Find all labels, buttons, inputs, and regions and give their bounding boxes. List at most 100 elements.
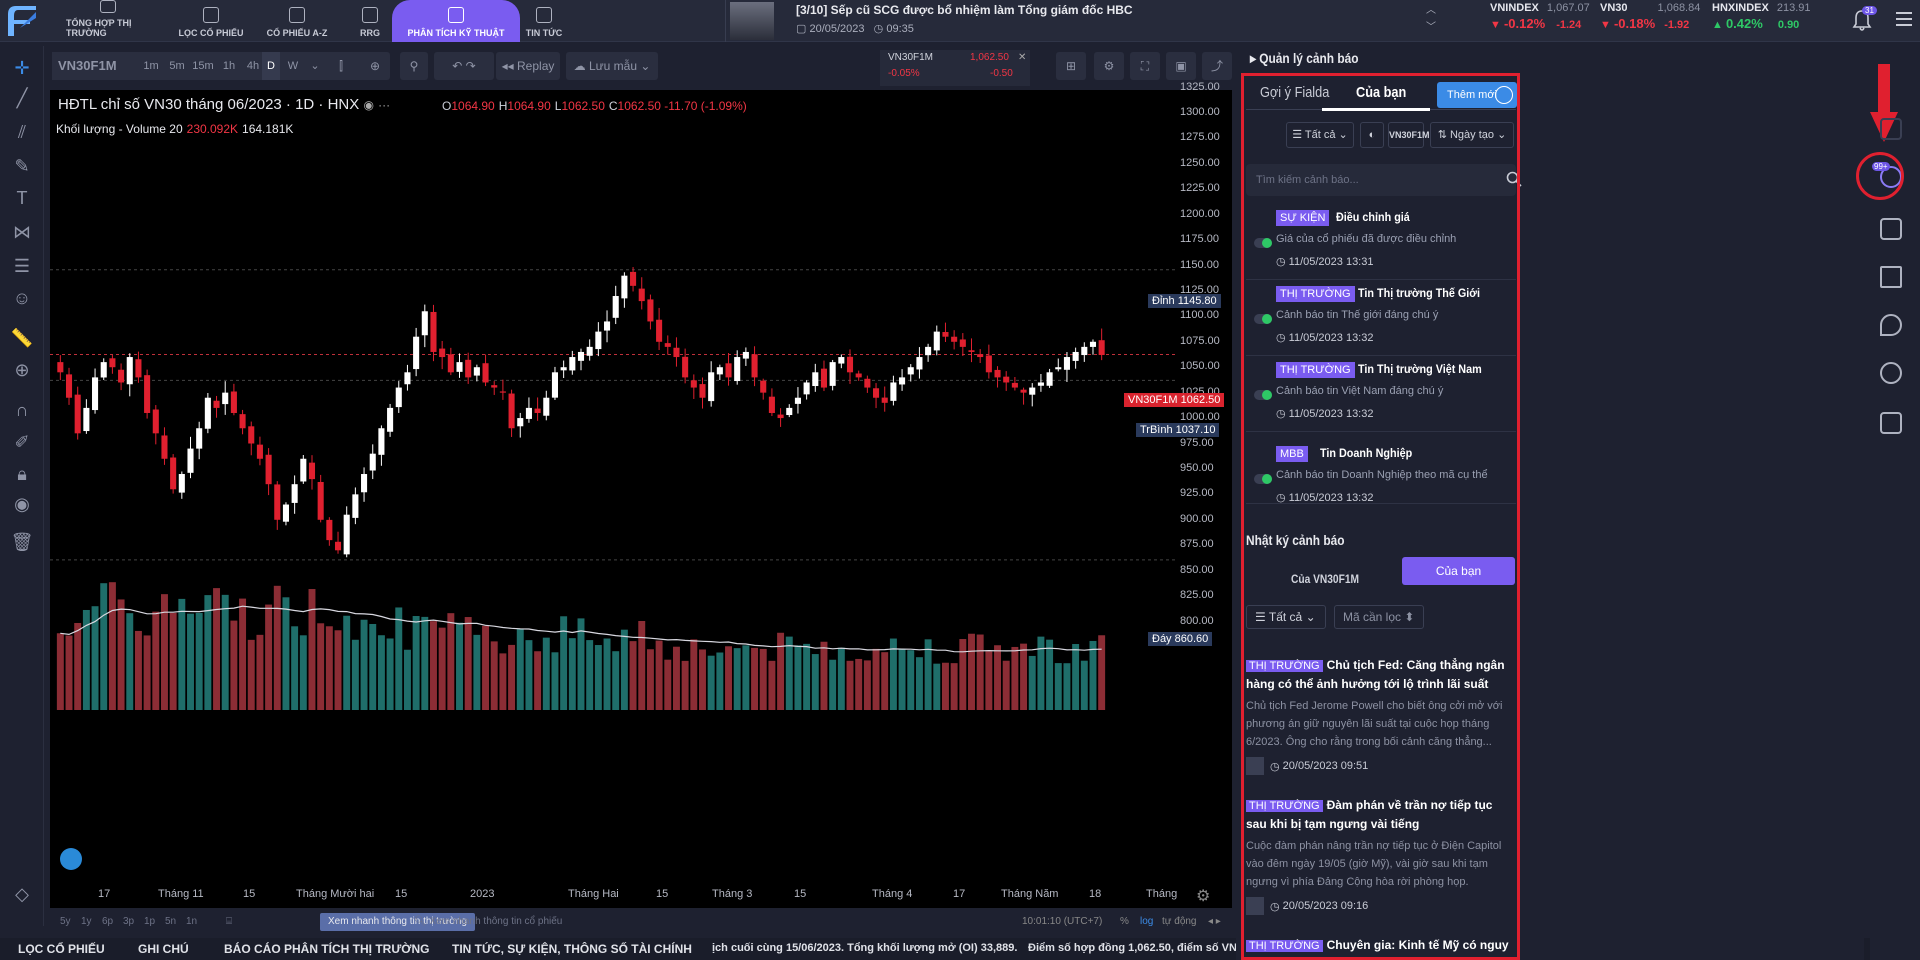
- range-button-5y[interactable]: 5y: [60, 916, 71, 927]
- range-button-6p[interactable]: 6p: [102, 916, 114, 927]
- nav-rrg[interactable]: RRG: [350, 0, 390, 42]
- footer-notes[interactable]: GHI CHÚ: [138, 942, 189, 956]
- sidebar-clipboard-icon[interactable]: [1880, 218, 1902, 240]
- emoji-icon[interactable]: ☺: [12, 288, 32, 308]
- nav-market-overview[interactable]: TỔNG HỢP THỊ TRƯỜNG: [66, 0, 150, 42]
- price-chart[interactable]: [50, 90, 1232, 908]
- gear-icon[interactable]: ⚙: [1094, 52, 1124, 80]
- tab-fialda-suggestions[interactable]: Gợi ý Fialda: [1260, 84, 1330, 101]
- interval-15m[interactable]: 15m: [192, 60, 214, 72]
- undo-redo-icon[interactable]: ↶ ↷: [434, 52, 494, 80]
- filter-all-dropdown[interactable]: ☰ Tất cả ⌄: [1286, 122, 1354, 148]
- close-icon[interactable]: ✕: [1018, 52, 1027, 63]
- news-nav-arrows[interactable]: ︿ ﹀: [1426, 5, 1436, 33]
- layers-icon[interactable]: ◇: [15, 884, 29, 904]
- log-symbol-filter[interactable]: Mã cần lọc ⬍: [1334, 605, 1424, 629]
- index-vnindex[interactable]: VNINDEX 1,067.07 ▼ -0.12% -1.24: [1490, 2, 1590, 31]
- compare-symbol-chip[interactable]: VN30F1M 1,062.50 -0.05% -0.50 ✕: [880, 50, 1030, 86]
- scroll-arrows[interactable]: ◂ ▸: [1208, 916, 1221, 927]
- log-news-item[interactable]: THỊ TRƯỜNG Chuyên gia: Kinh tế Mỹ có nguy…: [1246, 936, 1516, 956]
- range-button-5n[interactable]: 5n: [165, 916, 177, 927]
- range-button-3p[interactable]: 3p: [123, 916, 135, 927]
- tab-log-yours[interactable]: Của bạn: [1402, 557, 1515, 585]
- interval-1m[interactable]: 1m: [143, 60, 159, 72]
- alert-toggle[interactable]: [1254, 474, 1272, 484]
- snapshot-icon[interactable]: ▣: [1166, 52, 1196, 80]
- eye-icon[interactable]: ◉: [363, 98, 374, 112]
- interval-1h[interactable]: 1h: [222, 60, 236, 72]
- brush-icon[interactable]: ✎: [14, 156, 30, 176]
- log-filter-dropdown[interactable]: ☰ Tất cả ⌄: [1246, 605, 1326, 629]
- quick-market-button[interactable]: Xem nhanh thông tin thị trường: [320, 913, 475, 931]
- fib-icon[interactable]: ⫽: [17, 122, 27, 142]
- crosshair-icon[interactable]: ✛: [14, 58, 30, 78]
- alert-item[interactable]: THỊ TRƯỜNG Tin Thị trường Thế Giới Cảnh …: [1246, 280, 1516, 356]
- interval-4h[interactable]: 4h: [246, 60, 260, 72]
- sidebar-list-icon[interactable]: [1880, 118, 1902, 140]
- log-toggle[interactable]: log: [1140, 916, 1154, 927]
- share-icon[interactable]: ⤴: [1202, 52, 1232, 80]
- sort-dropdown[interactable]: ⇅ Ngày tạo ⌄: [1430, 122, 1514, 148]
- text-icon[interactable]: T: [16, 188, 28, 208]
- footer-market-report[interactable]: BÁO CÁO PHÂN TÍCH THỊ TRƯỜNG: [224, 942, 430, 956]
- nav-news[interactable]: TIN TỨC: [520, 0, 568, 42]
- alert-item[interactable]: MBB Tin Doanh Nghiệp Cảnh báo tin Doanh …: [1246, 440, 1516, 504]
- sidebar-shapes-icon[interactable]: [1880, 266, 1902, 288]
- footer-news-events[interactable]: TIN TỨC, SỰ KIỆN, THÔNG SỐ TÀI CHÍNH: [452, 942, 692, 956]
- footer-stock-filter[interactable]: LỌC CỔ PHIẾU: [18, 942, 105, 956]
- auto-toggle[interactable]: tự động: [1162, 916, 1197, 927]
- document-icon[interactable]: [1246, 897, 1264, 915]
- percent-toggle[interactable]: %: [1120, 916, 1129, 927]
- layout-icon[interactable]: ⊞: [1056, 52, 1086, 80]
- news-ticker-box[interactable]: [3/10] Sếp cũ SCG được bổ nhiệm làm Tổng…: [725, 0, 1440, 42]
- zoom-icon[interactable]: ⊕: [14, 360, 30, 380]
- date-range-icon[interactable]: ⌸: [226, 916, 232, 927]
- candle-type-icon[interactable]: ⫿: [326, 52, 356, 80]
- tradingview-logo-icon[interactable]: [60, 848, 82, 870]
- nav-stock-az[interactable]: CỔ PHIẾU A-Z: [262, 0, 332, 42]
- alert-item[interactable]: SỰ KIỆN Điều chỉnh giá Giá của cổ phiếu …: [1246, 204, 1516, 280]
- interval-d[interactable]: D: [262, 52, 280, 80]
- alert-toggle[interactable]: [1254, 390, 1272, 400]
- alert-toggle[interactable]: [1254, 238, 1272, 248]
- sidebar-globe-icon[interactable]: [1880, 362, 1902, 384]
- index-vn30[interactable]: VN30 1,068.84 ▼ -0.18% -1.92: [1600, 2, 1701, 31]
- fullscreen-icon[interactable]: ⛶: [1130, 52, 1160, 80]
- index-hnxindex[interactable]: HNXINDEX 213.91 ▲ 0.42% 0.90: [1712, 2, 1811, 31]
- magnet-icon[interactable]: ∩: [15, 400, 29, 420]
- interval-5m[interactable]: 5m: [169, 60, 185, 72]
- lock-icon[interactable]: 🔒︎: [17, 464, 27, 484]
- nav-stock-filter[interactable]: LỌC CỔ PHIẾU: [176, 0, 246, 42]
- tab-log-symbol[interactable]: Của VN30F1M: [1290, 572, 1360, 586]
- range-button-1n[interactable]: 1n: [186, 916, 198, 927]
- filter-toggle[interactable]: ◐: [1360, 122, 1384, 148]
- interval-dropdown[interactable]: ⌄: [310, 60, 320, 72]
- menu-icon[interactable]: [1896, 12, 1912, 26]
- log-news-item[interactable]: THỊ TRƯỜNG Chủ tịch Fed: Căng thẳng ngân …: [1246, 656, 1516, 775]
- document-icon[interactable]: [1246, 757, 1264, 775]
- price-axis[interactable]: [1175, 90, 1232, 908]
- alert-item[interactable]: THỊ TRƯỜNG Tin Thị trường Việt Nam Cảnh …: [1246, 356, 1516, 432]
- add-alert-button[interactable]: Thêm mới: [1437, 82, 1517, 108]
- candlestick-chart[interactable]: [50, 90, 1175, 908]
- save-template-button[interactable]: ☁ Lưu mẫu ⌄: [566, 52, 658, 80]
- more-icon[interactable]: ···: [378, 98, 391, 112]
- tab-yours[interactable]: Của bạn: [1356, 84, 1407, 101]
- news-title[interactable]: [3/10] Sếp cũ SCG được bổ nhiệm làm Tổng…: [796, 3, 1133, 17]
- ruler-icon[interactable]: 📏: [10, 328, 34, 348]
- filter-symbol[interactable]: VN30F1M: [1388, 122, 1430, 148]
- pattern-icon[interactable]: ⋈: [13, 222, 31, 242]
- log-news-item[interactable]: THỊ TRƯỜNG Đàm phán về trần nợ tiếp tục s…: [1246, 796, 1516, 915]
- fialda-logo[interactable]: [6, 4, 38, 38]
- eye-icon[interactable]: ◉: [14, 494, 30, 514]
- alert-toggle[interactable]: [1254, 314, 1272, 324]
- trash-icon[interactable]: 🗑︎: [10, 532, 34, 552]
- lock-pencil-icon[interactable]: ✐: [14, 432, 30, 452]
- interval-w[interactable]: W: [287, 60, 299, 72]
- sidebar-calendar-icon[interactable]: [1880, 412, 1902, 434]
- projection-icon[interactable]: ☰: [13, 256, 31, 276]
- quick-stock-search[interactable]: 🔍︎ Xem nhanh thông tin cổ phiếu: [414, 916, 563, 927]
- replay-button[interactable]: ◂◂ Replay: [496, 52, 560, 80]
- nav-technical-analysis[interactable]: PHÂN TÍCH KỸ THUẬT: [392, 0, 520, 42]
- range-button-1y[interactable]: 1y: [81, 916, 92, 927]
